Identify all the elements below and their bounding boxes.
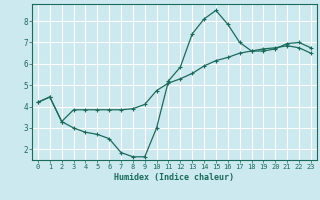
X-axis label: Humidex (Indice chaleur): Humidex (Indice chaleur) [115,173,234,182]
